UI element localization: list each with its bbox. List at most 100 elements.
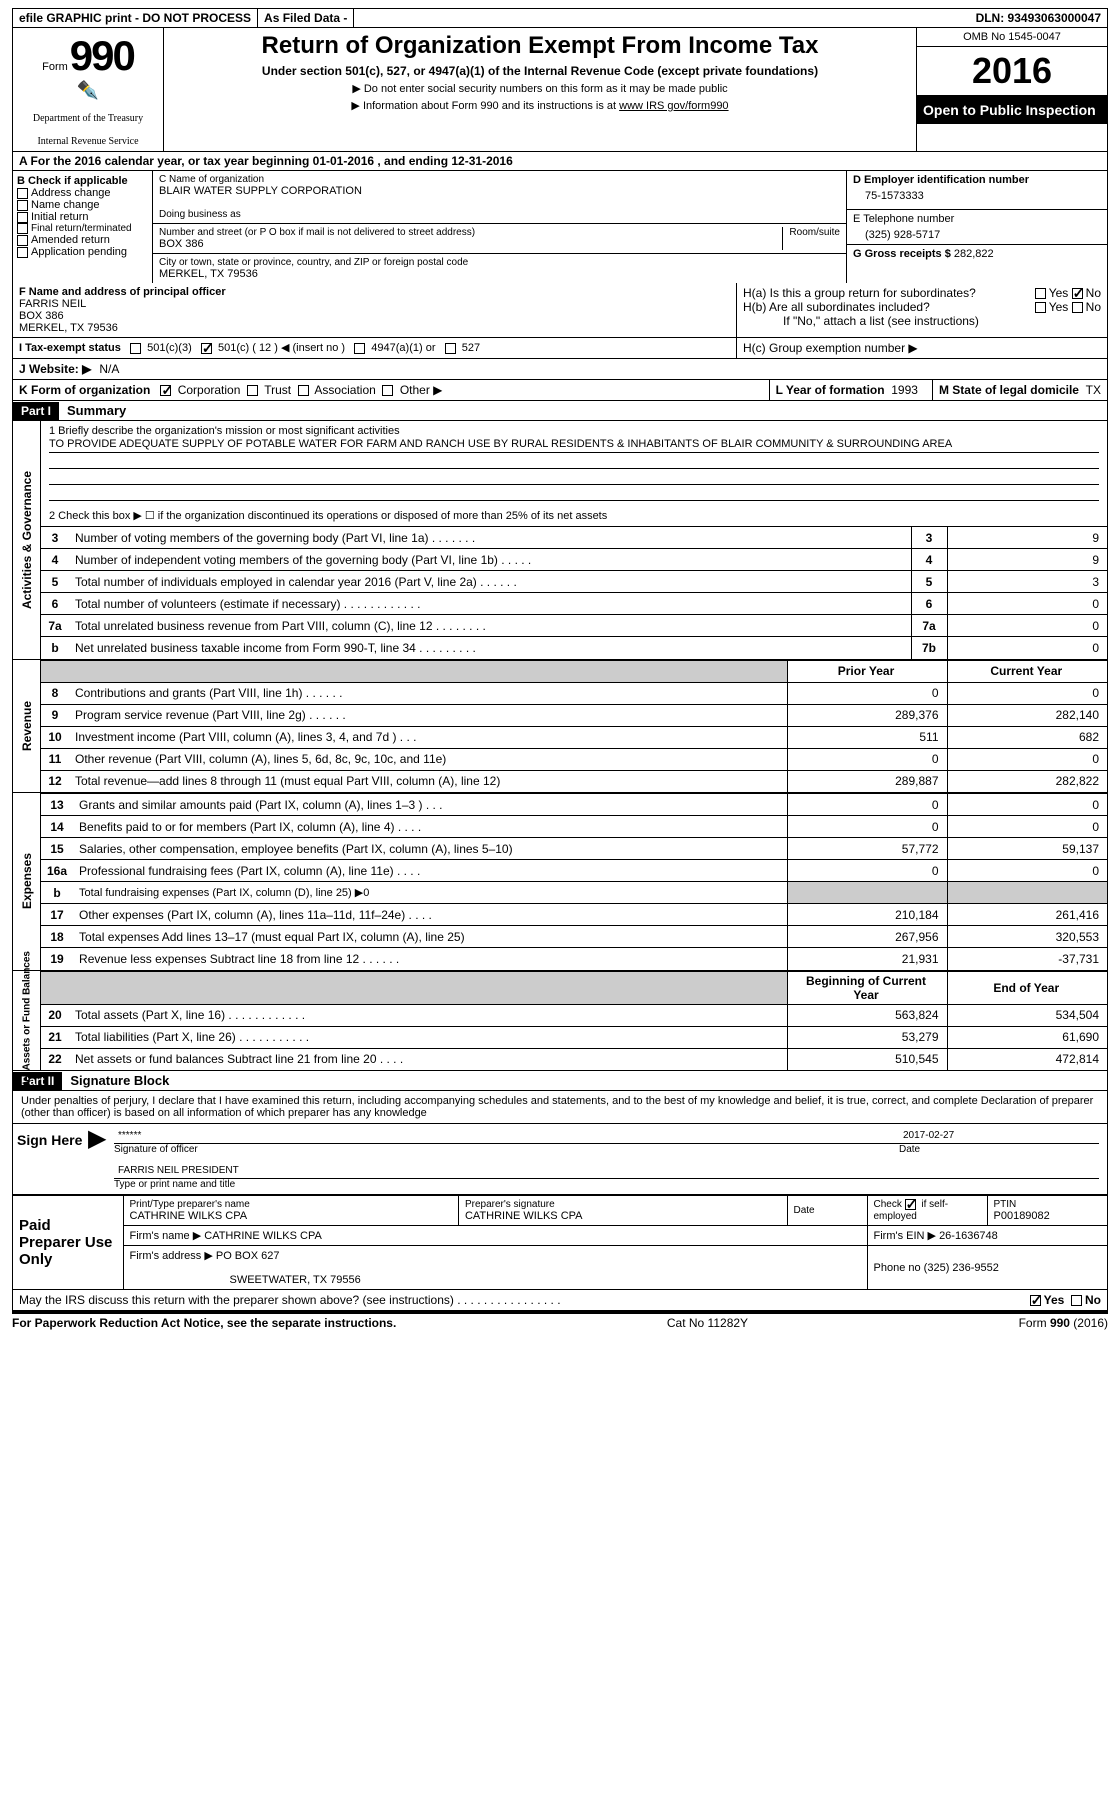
ha-label: H(a) Is this a group return for subordin… xyxy=(743,286,976,300)
part-1-header-row: Part I Summary xyxy=(12,401,1108,421)
form-title: Return of Organization Exempt From Incom… xyxy=(172,32,908,60)
gov-label: Activities & Governance xyxy=(20,471,34,609)
form-990-page: efile GRAPHIC print - DO NOT PROCESS As … xyxy=(0,0,1120,1340)
expenses-table: 13Grants and similar amounts paid (Part … xyxy=(41,793,1107,970)
officer-addr1: BOX 386 xyxy=(19,310,730,322)
form-subtitle: Under section 501(c), 527, or 4947(a)(1)… xyxy=(172,64,908,78)
net-assets-section: Net Assets or Fund Balances Beginning of… xyxy=(12,971,1108,1072)
chk-discuss-no[interactable] xyxy=(1071,1295,1082,1306)
chk-527[interactable] xyxy=(445,343,456,354)
exp-label: Expenses xyxy=(20,853,34,909)
firm-name: CATHRINE WILKS CPA xyxy=(204,1230,322,1242)
city-value: MERKEL, TX 79536 xyxy=(159,268,840,280)
firm-ein: 26-1636748 xyxy=(939,1230,998,1242)
street-label: Number and street (or P O box if mail is… xyxy=(159,227,475,238)
box-b: B Check if applicable Address change Nam… xyxy=(13,171,153,283)
part-2-header-row: Part II Signature Block xyxy=(12,1071,1108,1091)
irs-link[interactable]: www IRS gov/form990 xyxy=(619,100,728,112)
chk-501c[interactable] xyxy=(201,343,212,354)
governance-section: Activities & Governance 1 Briefly descri… xyxy=(12,421,1108,660)
state-domicile: TX xyxy=(1086,383,1101,397)
line-k-l-m: K Form of organization Corporation Trust… xyxy=(12,380,1108,401)
i-hc-section: I Tax-exempt status 501(c)(3) 501(c) ( 1… xyxy=(12,338,1108,359)
firm-addr1: PO BOX 627 xyxy=(216,1250,280,1262)
firm-phone: (325) 236-9552 xyxy=(924,1262,999,1274)
chk-amended[interactable] xyxy=(17,235,28,246)
city-label: City or town, state or province, country… xyxy=(159,257,840,268)
hb-label: H(b) Are all subordinates included? xyxy=(743,300,930,314)
chk-4947[interactable] xyxy=(354,343,365,354)
q2-label: 2 Check this box ▶ ☐ if the organization… xyxy=(41,505,1107,526)
entity-section: B Check if applicable Address change Nam… xyxy=(12,171,1108,283)
chk-501c3[interactable] xyxy=(130,343,141,354)
box-h: H(a) Is this a group return for subordin… xyxy=(737,283,1107,337)
dept-treasury: Department of the Treasury xyxy=(17,113,159,124)
chk-association[interactable] xyxy=(298,385,309,396)
footer-right: Form 990 (2016) xyxy=(1019,1316,1108,1330)
chk-self-employed[interactable] xyxy=(905,1199,916,1210)
rev-label: Revenue xyxy=(20,701,34,751)
page-footer: For Paperwork Reduction Act Notice, see … xyxy=(12,1312,1108,1332)
declaration-text: Under penalties of perjury, I declare th… xyxy=(13,1091,1107,1123)
preparer-name: CATHRINE WILKS CPA xyxy=(130,1210,452,1222)
sig-officer-label: Signature of officer xyxy=(114,1144,899,1155)
box-c: C Name of organization BLAIR WATER SUPPL… xyxy=(153,171,847,283)
part-1-title: Summary xyxy=(59,401,134,420)
box-b-header: B Check if applicable xyxy=(17,175,148,187)
top-strip: efile GRAPHIC print - DO NOT PROCESS As … xyxy=(12,8,1108,28)
efile-notice: efile GRAPHIC print - DO NOT PROCESS xyxy=(13,9,258,27)
box-f: F Name and address of principal officer … xyxy=(13,283,737,337)
footer-center: Cat No 11282Y xyxy=(667,1316,748,1330)
chk-trust[interactable] xyxy=(247,385,258,396)
officer-name: FARRIS NEIL xyxy=(19,298,730,310)
expenses-section: Expenses 13Grants and similar amounts pa… xyxy=(12,793,1108,971)
form-word: Form xyxy=(42,61,68,73)
website-value: N/A xyxy=(99,362,119,376)
ein-label: D Employer identification number xyxy=(853,174,1101,186)
chk-hb-yes[interactable] xyxy=(1035,302,1046,313)
line-a: A For the 2016 calendar year, or tax yea… xyxy=(12,152,1108,171)
chk-corporation[interactable] xyxy=(160,385,171,396)
paid-preparer-label: Paid Preparer Use Only xyxy=(13,1196,123,1290)
dba-label: Doing business as xyxy=(159,209,840,220)
preparer-section: Paid Preparer Use Only Print/Type prepar… xyxy=(13,1194,1107,1290)
chk-hb-no[interactable] xyxy=(1072,302,1083,313)
chk-final-return[interactable] xyxy=(17,223,28,234)
sign-arrow-icon: ▶ xyxy=(88,1124,106,1194)
form-note-1: ▶ Do not enter social security numbers o… xyxy=(172,82,908,95)
hb-note: If "No," attach a list (see instructions… xyxy=(743,314,1101,328)
preparer-sig: CATHRINE WILKS CPA xyxy=(465,1210,781,1222)
part-1-badge: Part I xyxy=(13,402,59,420)
header-left: Form 990 ✒️ Department of the Treasury I… xyxy=(13,28,163,151)
revenue-section: Revenue Prior YearCurrent Year8Contribut… xyxy=(12,660,1108,794)
chk-name-change[interactable] xyxy=(17,200,28,211)
line-i: I Tax-exempt status 501(c)(3) 501(c) ( 1… xyxy=(13,338,737,358)
gross-receipts-value: 282,822 xyxy=(954,248,994,260)
chk-ha-no[interactable] xyxy=(1072,288,1083,299)
discuss-label: May the IRS discuss this return with the… xyxy=(19,1293,561,1307)
firm-addr2: SWEETWATER, TX 79556 xyxy=(130,1274,361,1286)
signature-block: Under penalties of perjury, I declare th… xyxy=(12,1091,1108,1312)
line-j: J Website: ▶ N/A xyxy=(12,359,1108,380)
org-name-label: C Name of organization xyxy=(159,174,840,185)
part-2-title: Signature Block xyxy=(62,1071,177,1090)
chk-app-pending[interactable] xyxy=(17,247,28,258)
chk-discuss-yes[interactable] xyxy=(1030,1295,1041,1306)
sig-date: 2017-02-27 xyxy=(899,1128,1099,1143)
ptin-value: P00189082 xyxy=(994,1210,1102,1222)
officer-name-title: FARRIS NEIL PRESIDENT xyxy=(114,1163,243,1178)
chk-initial-return[interactable] xyxy=(17,212,28,223)
date-label: Date xyxy=(899,1144,1099,1155)
room-label: Room/suite xyxy=(782,227,840,250)
chk-address-change[interactable] xyxy=(17,188,28,199)
header-center: Return of Organization Exempt From Incom… xyxy=(163,28,917,151)
net-label: Net Assets or Fund Balances xyxy=(21,951,32,1089)
year-formation: 1993 xyxy=(891,383,918,397)
mission-text: TO PROVIDE ADEQUATE SUPPLY OF POTABLE WA… xyxy=(49,437,1099,453)
hc-label: H(c) Group exemption number ▶ xyxy=(737,338,1107,358)
chk-other[interactable] xyxy=(382,385,393,396)
chk-ha-yes[interactable] xyxy=(1035,288,1046,299)
q1-label: 1 Briefly describe the organization's mi… xyxy=(49,425,1099,437)
dln-value: DLN: 93493063000047 xyxy=(970,9,1107,27)
header-right: OMB No 1545-0047 2016 Open to Public Ins… xyxy=(917,28,1107,151)
